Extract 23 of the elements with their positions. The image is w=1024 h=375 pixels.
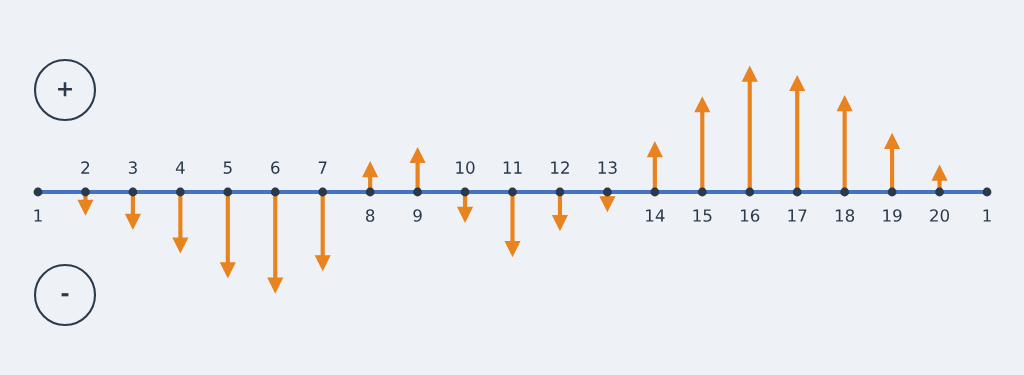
x-tick-label: 8 xyxy=(365,209,375,222)
x-tick-label: 5 xyxy=(223,161,232,174)
x-tick-label: 19 xyxy=(883,209,902,222)
x-tick-label: 17 xyxy=(788,209,807,222)
annotation: + xyxy=(58,82,72,97)
x-tick-label: 10 xyxy=(456,161,475,174)
x-tick-label: 11 xyxy=(503,161,522,174)
text: - xyxy=(61,293,69,297)
x-tick-label: 12 xyxy=(551,161,569,174)
x-tick-label: 14 xyxy=(646,209,665,222)
x-tick-label: 20 xyxy=(930,209,950,222)
x-tick-label: 15 xyxy=(693,209,712,222)
x-tick-label: 7 xyxy=(318,161,327,174)
x-tick-label: 3 xyxy=(128,161,137,174)
x-tick-label: 1 xyxy=(34,209,42,222)
x-tick-label: 16 xyxy=(740,209,760,222)
x-tick-label: 6 xyxy=(271,161,280,174)
x-tick-label: 4 xyxy=(175,161,185,174)
x-tick-label: 1 xyxy=(983,209,991,222)
x-tick-label: 13 xyxy=(598,161,617,174)
x-tick-label: 9 xyxy=(413,209,422,222)
x-tick-label: 18 xyxy=(835,209,855,222)
x-tick-label: 2 xyxy=(81,161,90,174)
